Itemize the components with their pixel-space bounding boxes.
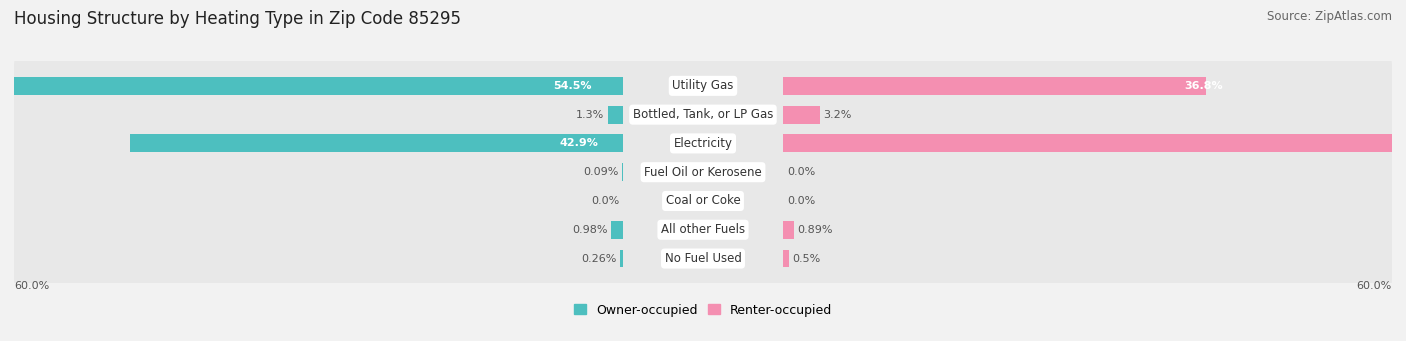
Bar: [607, 106, 623, 123]
Text: Electricity: Electricity: [673, 137, 733, 150]
Bar: [783, 77, 1206, 95]
Text: All other Fuels: All other Fuels: [661, 223, 745, 236]
Text: Coal or Coke: Coal or Coke: [665, 194, 741, 207]
Bar: [783, 221, 793, 239]
Text: 0.0%: 0.0%: [787, 167, 815, 177]
Text: 3.2%: 3.2%: [824, 110, 852, 120]
Text: 42.9%: 42.9%: [560, 138, 598, 148]
Text: 60.0%: 60.0%: [1357, 281, 1392, 291]
Text: 0.89%: 0.89%: [797, 225, 832, 235]
Bar: [129, 134, 623, 152]
Bar: [783, 250, 789, 267]
Bar: [783, 134, 1406, 152]
FancyBboxPatch shape: [14, 86, 1392, 144]
Text: 0.0%: 0.0%: [787, 196, 815, 206]
FancyBboxPatch shape: [14, 114, 1392, 173]
Text: 0.5%: 0.5%: [793, 254, 821, 264]
Bar: [783, 106, 820, 123]
Legend: Owner-occupied, Renter-occupied: Owner-occupied, Renter-occupied: [574, 304, 832, 317]
Text: 54.5%: 54.5%: [553, 81, 592, 91]
Bar: [0, 77, 623, 95]
Text: 36.8%: 36.8%: [1185, 81, 1223, 91]
Text: 0.98%: 0.98%: [572, 225, 607, 235]
Text: 0.09%: 0.09%: [582, 167, 619, 177]
Bar: [612, 221, 623, 239]
FancyBboxPatch shape: [14, 143, 1392, 202]
FancyBboxPatch shape: [14, 229, 1392, 288]
Text: Fuel Oil or Kerosene: Fuel Oil or Kerosene: [644, 166, 762, 179]
Text: 0.26%: 0.26%: [581, 254, 616, 264]
Text: Utility Gas: Utility Gas: [672, 79, 734, 92]
Bar: [620, 250, 623, 267]
FancyBboxPatch shape: [14, 57, 1392, 115]
Text: 60.0%: 60.0%: [14, 281, 49, 291]
Text: 1.3%: 1.3%: [576, 110, 605, 120]
Text: Source: ZipAtlas.com: Source: ZipAtlas.com: [1267, 10, 1392, 23]
FancyBboxPatch shape: [14, 201, 1392, 259]
FancyBboxPatch shape: [14, 172, 1392, 230]
Text: No Fuel Used: No Fuel Used: [665, 252, 741, 265]
Text: 0.0%: 0.0%: [591, 196, 619, 206]
Text: Bottled, Tank, or LP Gas: Bottled, Tank, or LP Gas: [633, 108, 773, 121]
Text: Housing Structure by Heating Type in Zip Code 85295: Housing Structure by Heating Type in Zip…: [14, 10, 461, 28]
